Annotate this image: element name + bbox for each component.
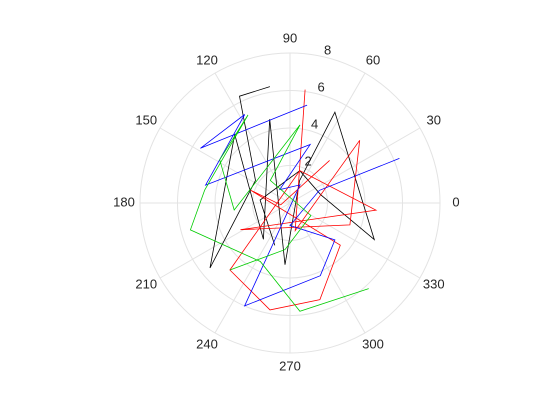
theta-tick-label: 240	[196, 336, 218, 351]
theta-tick-label: 60	[366, 52, 380, 67]
series-line	[189, 114, 369, 312]
theta-tick-label: 150	[135, 112, 157, 127]
r-grid-circle	[177, 90, 403, 316]
series-line	[200, 104, 400, 307]
theta-tick-label: 90	[283, 30, 297, 45]
theta-tick-label: 0	[452, 194, 459, 209]
r-grid-circle	[252, 165, 328, 241]
theta-tick-label: 210	[135, 276, 157, 291]
r-tick-label: 2	[305, 154, 312, 169]
r-tick-label: 6	[318, 80, 325, 95]
r-tick-label: 4	[311, 117, 318, 132]
series-line	[209, 86, 376, 269]
series-line	[229, 89, 378, 311]
theta-tick-label: 270	[279, 358, 301, 373]
r-tick-label: 8	[324, 43, 331, 58]
theta-tick-label: 300	[362, 336, 384, 351]
theta-tick-label: 330	[423, 276, 445, 291]
theta-tick-label: 120	[196, 52, 218, 67]
theta-tick-label: 180	[113, 194, 135, 209]
r-grid-circle	[214, 127, 366, 279]
theta-tick-label: 30	[427, 112, 441, 127]
r-grid-circle	[139, 52, 441, 354]
